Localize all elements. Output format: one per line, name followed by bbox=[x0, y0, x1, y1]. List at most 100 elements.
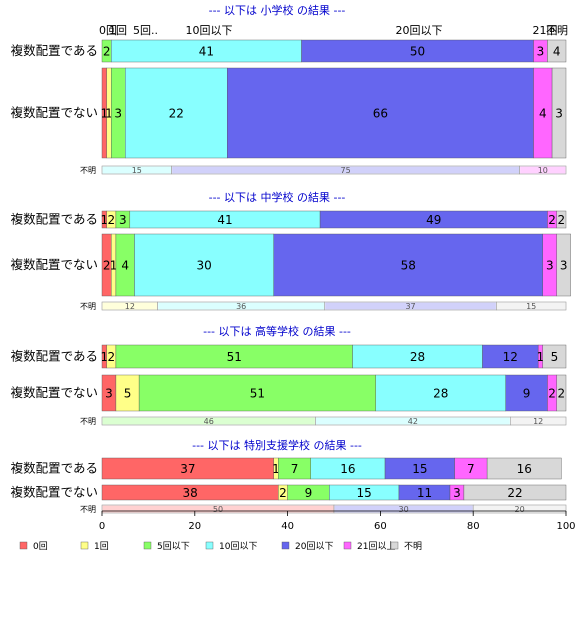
bar-segment bbox=[551, 67, 567, 159]
header-label: 0回 bbox=[99, 24, 117, 37]
segment-label: 5 bbox=[551, 350, 559, 364]
unknown-segment-fill bbox=[520, 166, 566, 174]
legend-swatch bbox=[205, 541, 214, 550]
legend-swatch bbox=[143, 541, 152, 550]
unknown-segment-fill bbox=[102, 302, 158, 310]
unknown-segment-fill bbox=[325, 302, 496, 310]
bar-segment bbox=[542, 344, 567, 369]
segment-label: 2 bbox=[548, 213, 556, 227]
segment-label: 38 bbox=[183, 486, 198, 500]
bar-segment bbox=[138, 374, 376, 412]
segment-label: 50 bbox=[410, 45, 425, 59]
segment-label: 3 bbox=[119, 213, 127, 227]
segment-label: 16 bbox=[340, 462, 355, 476]
segment-label: 2 bbox=[107, 350, 115, 364]
segment-label: 4 bbox=[553, 45, 561, 59]
unknown-segment-label: 36 bbox=[236, 302, 246, 311]
x-tick-label: 20 bbox=[188, 521, 201, 532]
legend-label: 21回以上 bbox=[357, 541, 395, 552]
segment-label: 3 bbox=[555, 107, 563, 121]
unknown-segment-fill bbox=[102, 505, 334, 513]
segment-label: 3 bbox=[105, 387, 113, 401]
header-label: 20回以下 bbox=[396, 24, 443, 37]
bar-segment bbox=[556, 210, 567, 229]
segment-label: 16 bbox=[517, 462, 532, 476]
segment-label: 9 bbox=[523, 387, 531, 401]
group-title: --- 以下は 特別支援学校 の結果 --- bbox=[192, 438, 362, 452]
segment-label: 1 bbox=[272, 462, 280, 476]
unknown-segment-label: 12 bbox=[533, 417, 543, 426]
bar-segment bbox=[124, 67, 228, 159]
segment-label: 5 bbox=[124, 387, 132, 401]
legend-swatch bbox=[80, 541, 89, 550]
unknown-segment-fill bbox=[102, 166, 172, 174]
segment-label: 2 bbox=[107, 213, 115, 227]
segment-label: 37 bbox=[180, 462, 195, 476]
unknown-row-label: 不明 bbox=[80, 417, 96, 426]
segment-label: 58 bbox=[401, 259, 416, 273]
segment-label: 3 bbox=[560, 259, 568, 273]
header-label: 21回 bbox=[533, 24, 558, 37]
row-label: 複数配置である bbox=[11, 461, 98, 476]
header-label: 5回.. bbox=[133, 24, 158, 37]
header-label: 1回 bbox=[109, 24, 127, 37]
unknown-segment-fill bbox=[158, 302, 325, 310]
segment-label: 51 bbox=[227, 350, 242, 364]
segment-label: 4 bbox=[539, 107, 547, 121]
x-tick-label: 80 bbox=[467, 521, 480, 532]
segment-label: 12 bbox=[503, 350, 518, 364]
group-title: --- 以下は 高等学校 の結果 --- bbox=[203, 324, 351, 338]
unknown-segment-label: 50 bbox=[213, 505, 223, 514]
unknown-segment-label: 42 bbox=[408, 417, 418, 426]
segment-label: 1 bbox=[105, 107, 113, 121]
group-title: --- 以下は 中学校 の結果 --- bbox=[209, 190, 346, 204]
unknown-segment-fill bbox=[172, 166, 520, 174]
legend-label: 不明 bbox=[404, 541, 422, 552]
bar-segment bbox=[505, 374, 548, 412]
segment-label: 41 bbox=[199, 45, 214, 59]
legend-label: 1回 bbox=[94, 541, 109, 552]
segment-label: 2 bbox=[548, 387, 556, 401]
legend-swatch bbox=[390, 541, 399, 550]
row-label: 複数配置でない bbox=[10, 257, 98, 272]
segment-label: 1 bbox=[537, 350, 545, 364]
bar-segment bbox=[556, 374, 567, 412]
x-tick-label: 0 bbox=[99, 521, 105, 532]
unknown-segment-label: 75 bbox=[341, 166, 351, 175]
unknown-segment-label: 15 bbox=[132, 166, 142, 175]
segment-label: 2 bbox=[103, 259, 111, 273]
group-title: --- 以下は 小学校 の結果 --- bbox=[209, 3, 346, 17]
bar-segment bbox=[463, 484, 567, 501]
segment-label: 2 bbox=[103, 45, 111, 59]
unknown-segment-fill bbox=[102, 417, 315, 425]
segment-label: 41 bbox=[217, 213, 232, 227]
legend-label: 10回以下 bbox=[219, 541, 257, 552]
segment-label: 1 bbox=[100, 350, 108, 364]
segment-label: 9 bbox=[305, 486, 313, 500]
segment-label: 2 bbox=[558, 387, 566, 401]
segment-label: 1 bbox=[100, 213, 108, 227]
unknown-row-label: 不明 bbox=[80, 505, 96, 514]
header-label: 不明 bbox=[546, 24, 568, 37]
x-tick-label: 40 bbox=[281, 521, 294, 532]
bar-segment bbox=[486, 457, 562, 480]
segment-label: 1 bbox=[110, 259, 118, 273]
segment-label: 4 bbox=[121, 259, 129, 273]
bar-segment bbox=[547, 39, 567, 63]
row-label: 複数配置でない bbox=[10, 485, 98, 500]
legend-label: 0回 bbox=[33, 541, 48, 552]
unknown-segment bbox=[510, 416, 567, 426]
segment-label: 3 bbox=[546, 259, 554, 273]
segment-label: 30 bbox=[196, 259, 211, 273]
row-label: 複数配置である bbox=[11, 349, 98, 364]
unknown-row-label: 不明 bbox=[80, 166, 96, 175]
unknown-segment-fill bbox=[510, 417, 566, 425]
segment-label: 15 bbox=[357, 486, 372, 500]
row-label: 複数配置でない bbox=[10, 105, 98, 120]
unknown-segment-label: 37 bbox=[405, 302, 415, 311]
segment-label: 22 bbox=[169, 107, 184, 121]
segment-label: 3 bbox=[453, 486, 461, 500]
header-label: 10回以下 bbox=[186, 24, 233, 37]
legend-label: 20回以下 bbox=[295, 541, 333, 552]
